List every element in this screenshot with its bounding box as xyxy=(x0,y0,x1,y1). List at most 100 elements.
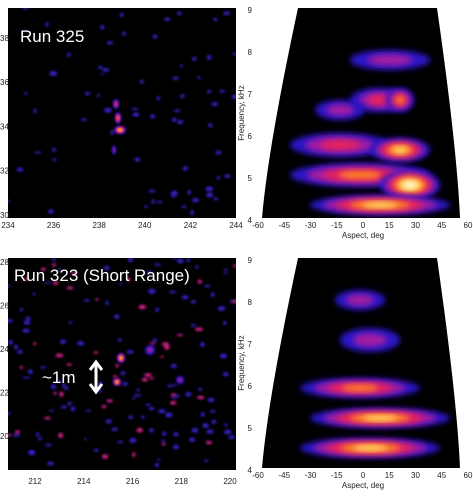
speckle xyxy=(165,412,173,418)
speckle xyxy=(111,427,119,432)
speckle xyxy=(121,31,127,36)
x-tick-label: -15 xyxy=(331,471,343,480)
speckle xyxy=(223,423,228,427)
speckle xyxy=(148,407,155,411)
speckle xyxy=(98,389,102,393)
speckle xyxy=(149,114,156,119)
speckle xyxy=(49,409,54,412)
speckle xyxy=(223,272,228,275)
speckle xyxy=(101,68,110,72)
speckle xyxy=(204,459,209,463)
speckle xyxy=(188,437,196,442)
y-tick-label: 20 xyxy=(0,432,9,441)
speckle xyxy=(24,29,29,32)
speckle xyxy=(71,271,77,276)
speckle xyxy=(122,382,129,386)
y-tick-label: 5 xyxy=(248,174,253,183)
y-tick-label: 30 xyxy=(0,211,9,220)
speckle xyxy=(151,199,155,204)
speckle xyxy=(156,95,161,101)
x-tick-label: 240 xyxy=(138,221,152,230)
speckle xyxy=(83,299,90,302)
speckle xyxy=(211,419,217,424)
speckle xyxy=(22,8,29,10)
intensity-blob xyxy=(177,377,183,383)
intensity-blob xyxy=(338,171,382,179)
annotation: ~1m xyxy=(42,368,76,387)
speckle xyxy=(127,415,134,419)
speckle xyxy=(161,442,166,446)
speckle xyxy=(66,52,71,57)
x-tick-label: 234 xyxy=(1,221,15,230)
speckle xyxy=(101,404,107,409)
speckle xyxy=(163,17,171,22)
speckle xyxy=(210,292,215,298)
fan-mask xyxy=(437,258,468,468)
x-tick-label: -60 xyxy=(252,221,264,230)
speckle xyxy=(200,342,205,347)
speckle xyxy=(66,286,74,290)
speckle xyxy=(39,366,47,369)
fan-mask xyxy=(437,8,468,218)
speckle xyxy=(16,349,23,354)
speckle xyxy=(148,288,156,294)
x-tick-label: -15 xyxy=(331,221,343,230)
intensity-blob xyxy=(116,381,118,383)
x-tick-label: 60 xyxy=(464,221,473,230)
speckle xyxy=(96,94,101,97)
speckle xyxy=(139,80,145,84)
speckle xyxy=(218,89,226,93)
speckle xyxy=(173,109,181,113)
speckle xyxy=(103,265,110,271)
speckle xyxy=(57,379,62,383)
speckle xyxy=(191,56,197,61)
intensity-blob xyxy=(352,445,388,451)
speckle xyxy=(155,307,160,312)
intensity-blob xyxy=(325,104,355,116)
speckle xyxy=(149,427,154,433)
plots xyxy=(8,8,468,468)
speckle xyxy=(95,298,99,301)
speckle xyxy=(207,123,213,128)
speckle xyxy=(52,263,56,267)
speckle xyxy=(215,150,222,155)
x-tick-label: 30 xyxy=(411,221,420,230)
panel-label: Run 323 (Short Range) xyxy=(14,266,190,285)
speckle xyxy=(38,437,43,441)
y-tick-label: 38 xyxy=(0,34,9,43)
speckle xyxy=(223,268,228,272)
y-tick-label: 36 xyxy=(0,78,9,87)
y-axis-label: Frequency, kHz xyxy=(237,335,246,390)
y-axis-label: Frequency, kHz xyxy=(237,85,246,140)
speckle xyxy=(60,339,67,344)
speckle xyxy=(223,11,231,16)
speckle xyxy=(158,409,166,414)
speckle xyxy=(223,429,232,435)
speckle xyxy=(132,396,136,400)
speckle xyxy=(31,293,37,296)
y-tick-label: 22 xyxy=(0,389,9,398)
speckle xyxy=(8,284,11,287)
speckle xyxy=(76,341,85,346)
speckle xyxy=(197,279,202,284)
speckle xyxy=(185,391,192,397)
y-tick-label: 34 xyxy=(0,122,9,131)
speckle xyxy=(195,327,204,332)
speckle xyxy=(100,24,105,30)
speckle xyxy=(19,366,24,369)
speckle xyxy=(46,461,55,466)
speckle xyxy=(230,299,234,303)
speckle xyxy=(44,281,52,284)
speckle xyxy=(80,118,87,121)
speckle xyxy=(141,415,145,419)
speckle xyxy=(211,102,219,107)
speckle xyxy=(117,440,124,443)
x-tick-label: 30 xyxy=(411,471,420,480)
x-tick-label: 60 xyxy=(464,471,473,480)
speckle xyxy=(51,148,57,152)
y-tick-label: 8 xyxy=(248,298,253,307)
speckle xyxy=(205,186,214,192)
intensity-blob xyxy=(403,181,417,189)
speckle xyxy=(100,73,104,76)
speckle xyxy=(170,191,178,197)
